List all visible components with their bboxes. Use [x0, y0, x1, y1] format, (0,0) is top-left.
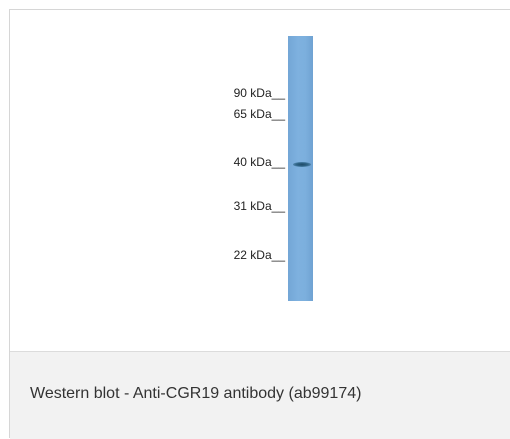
- figure-caption: Western blot - Anti-CGR19 antibody (ab99…: [30, 385, 362, 402]
- marker-label-31: 31 kDa__: [233, 199, 285, 213]
- blot-lane: [288, 36, 313, 301]
- marker-label-40: 40 kDa__: [233, 155, 285, 169]
- blot-band: [293, 162, 311, 167]
- marker-label-90: 90 kDa__: [233, 86, 285, 100]
- figure-panel: 90 kDa__ 65 kDa__ 40 kDa__ 31 kDa__ 22 k…: [9, 9, 510, 439]
- caption-bar: Western blot - Anti-CGR19 antibody (ab99…: [10, 352, 510, 439]
- marker-label-22: 22 kDa__: [233, 248, 285, 262]
- marker-label-65: 65 kDa__: [233, 107, 285, 121]
- western-blot-image: 90 kDa__ 65 kDa__ 40 kDa__ 31 kDa__ 22 k…: [10, 10, 510, 352]
